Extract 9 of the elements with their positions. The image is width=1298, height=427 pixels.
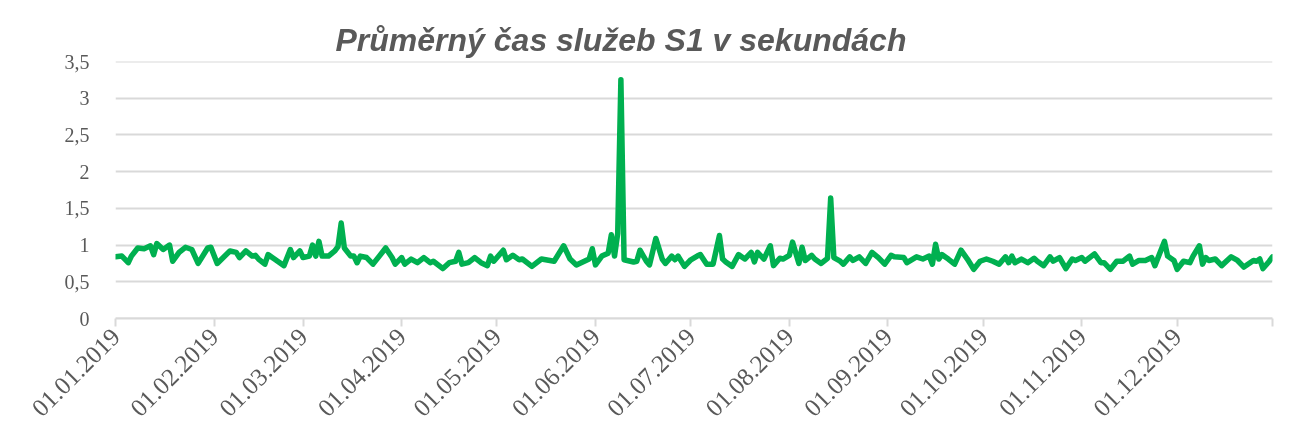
chart-title: Průměrný čas služeb S1 v sekundách: [335, 21, 907, 58]
y-tick-label: 0: [79, 307, 90, 330]
y-tick-label: 2,5: [64, 123, 90, 146]
y-tick-label: 3: [79, 87, 90, 110]
y-tick-label: 1: [79, 234, 90, 257]
y-tick-label: 0,5: [64, 270, 90, 293]
y-tick-label: 1,5: [64, 197, 90, 220]
y-tick-label: 3,5: [64, 50, 90, 73]
y-tick-label: 2: [79, 160, 90, 183]
